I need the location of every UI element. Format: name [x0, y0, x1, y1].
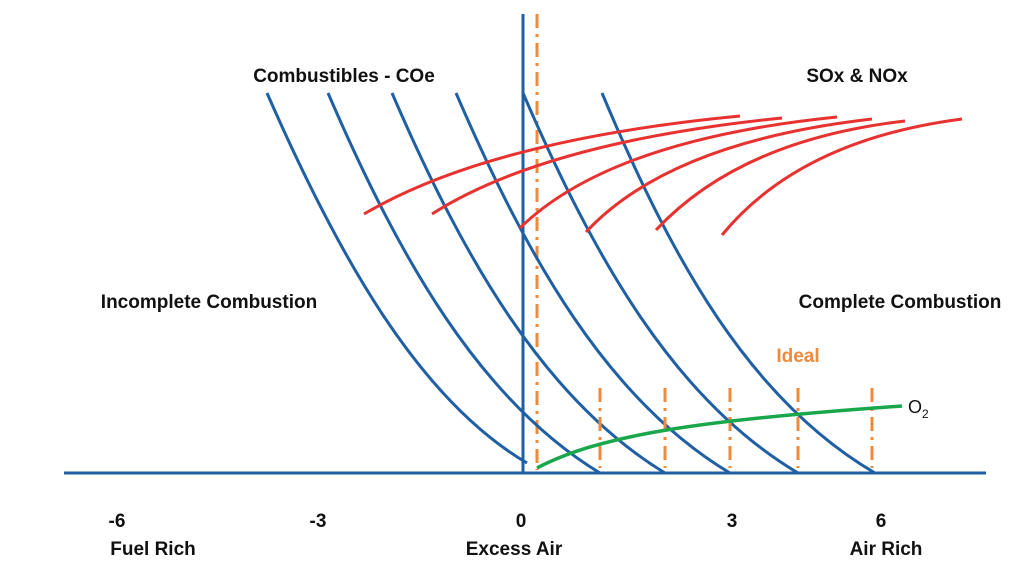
incomplete-combustion-label: Incomplete Combustion: [101, 292, 317, 313]
sox-nox-curves: [363, 114, 963, 236]
sox-nox-curve-4: [584, 117, 873, 234]
o2-label-main: O: [908, 397, 922, 417]
sox-nox-curve-1: [363, 114, 741, 216]
tick-value-6: 6: [876, 511, 887, 532]
combustibles-title: Combustibles - COe: [253, 66, 435, 87]
tick-label-air-rich: Air Rich: [850, 539, 923, 560]
tick-value-neg6: -6: [109, 511, 126, 532]
axis-tick-values: -6 -3 0 3 6: [109, 511, 887, 532]
o2-label-sub: 2: [922, 407, 929, 421]
tick-value-3: 3: [727, 511, 738, 532]
sox-nox-curve-2: [431, 116, 783, 216]
o2-curve: [536, 404, 903, 470]
combustible-curve-6: [600, 92, 876, 475]
ideal-label: Ideal: [776, 346, 819, 367]
tick-value-neg3: -3: [310, 511, 327, 532]
o2-label: O2: [908, 397, 929, 421]
sox-nox-curve-5: [654, 119, 906, 232]
ideal-markers: [598, 388, 874, 468]
axis-tick-labels: Fuel Rich Excess Air Air Rich: [110, 539, 922, 560]
tick-label-excess-air: Excess Air: [466, 539, 563, 560]
sox-nox-curve-3: [518, 115, 838, 230]
combustible-curve-4: [454, 92, 731, 475]
tick-label-fuel-rich: Fuel Rich: [110, 539, 196, 560]
sox-nox-title: SOx & NOx: [806, 66, 908, 87]
sox-nox-curve-6: [720, 117, 963, 236]
tick-value-0: 0: [516, 511, 527, 532]
combustible-curve-2: [326, 92, 601, 475]
complete-combustion-label: Complete Combustion: [799, 292, 1002, 313]
combustible-curve-1: [265, 92, 528, 465]
